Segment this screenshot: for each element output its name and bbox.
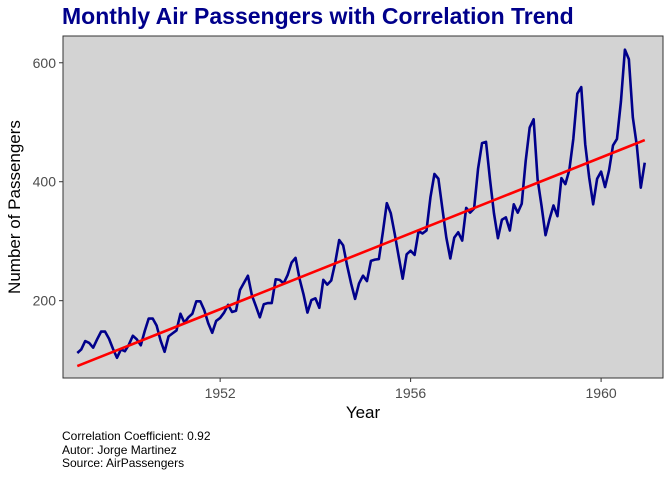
source-caption: Source: AirPassengers — [62, 456, 185, 470]
y-tick-label: 400 — [33, 174, 57, 190]
y-axis-title: Number of Passengers — [5, 120, 24, 294]
series-line — [76, 48, 647, 360]
trend-line — [76, 138, 646, 368]
author-caption: Autor: Jorge Martinez — [62, 442, 177, 457]
x-axis-title: Year — [346, 403, 381, 422]
axis-ticks: 1952 1956 1960 200 400 600 — [33, 55, 617, 401]
x-tick-label: 1956 — [395, 385, 426, 401]
plot-panel — [62, 35, 664, 379]
x-tick-label: 1952 — [205, 385, 236, 401]
y-tick-label: 600 — [33, 55, 57, 71]
chart-title: Monthly Air Passengers with Correlation … — [62, 3, 574, 29]
caption: Correlation Coefficient: 0.92 Autor: Jor… — [62, 429, 211, 471]
correlation-caption: Correlation Coefficient: 0.92 — [62, 429, 211, 443]
y-tick-label: 200 — [33, 293, 57, 309]
x-tick-label: 1960 — [586, 385, 617, 401]
